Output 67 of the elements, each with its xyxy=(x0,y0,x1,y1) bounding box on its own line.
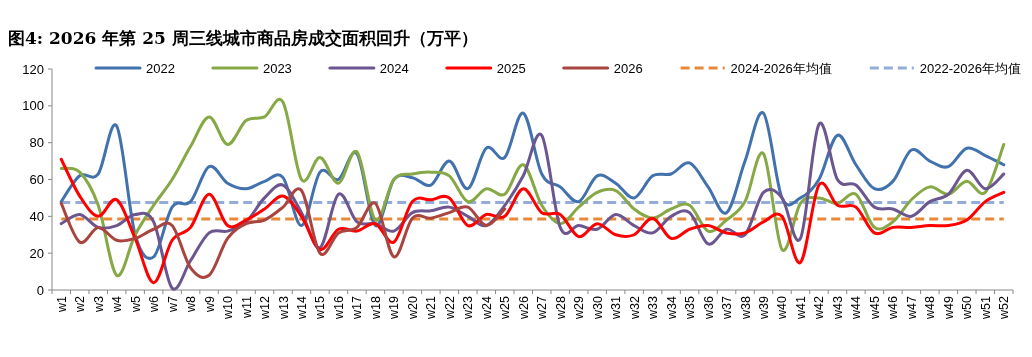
x-tick-label: w5 xyxy=(128,295,143,313)
x-tick-label: w13 xyxy=(276,295,291,320)
x-tick-label: w46 xyxy=(886,295,901,320)
x-tick-label: w34 xyxy=(664,295,679,320)
x-tick-label: w16 xyxy=(331,295,346,320)
x-tick-label: w47 xyxy=(904,295,919,320)
x-tick-label: w45 xyxy=(867,295,882,320)
legend-label: 2024 xyxy=(379,60,409,76)
x-tick-label: w14 xyxy=(294,295,309,320)
legend-label: 2024-2026年均值 xyxy=(730,60,832,76)
x-tick-label: w23 xyxy=(461,295,476,320)
y-tick-label: 40 xyxy=(29,208,44,224)
x-tick-label: w51 xyxy=(978,295,993,320)
x-tick-label: w49 xyxy=(941,295,956,320)
x-tick-label: w43 xyxy=(830,295,845,320)
x-tick-label: w31 xyxy=(609,295,624,320)
y-tick-label: 0 xyxy=(36,282,44,298)
x-tick-label: w10 xyxy=(221,295,236,320)
x-tick-label: w33 xyxy=(646,295,661,320)
x-tick-label: w6 xyxy=(147,295,162,313)
x-tick-label: w38 xyxy=(738,295,753,320)
x-tick-label: w44 xyxy=(849,295,864,320)
title: 图4: 2026 年第 25 周三线城市商品房成交面积回升（万平） xyxy=(8,28,478,48)
y-tick-label: 20 xyxy=(29,245,44,261)
x-tick-label: w36 xyxy=(701,295,716,320)
x-tick-label: w25 xyxy=(498,295,513,320)
x-tick-label: w52 xyxy=(997,295,1012,320)
x-tick-label: w9 xyxy=(202,295,217,313)
x-tick-label: w24 xyxy=(479,295,494,320)
x-tick-label: w12 xyxy=(258,295,273,320)
y-tick-label: 60 xyxy=(29,172,44,187)
x-tick-label: w30 xyxy=(590,295,605,320)
x-tick-label: w37 xyxy=(720,295,735,320)
legend-label: 2023 xyxy=(262,60,292,76)
y-tick-label: 120 xyxy=(22,61,44,77)
x-tick-label: w19 xyxy=(387,295,402,320)
x-tick-label: w42 xyxy=(812,295,827,320)
x-tick-label: w3 xyxy=(91,295,106,313)
x-tick-label: w40 xyxy=(775,295,790,320)
x-tick-label: w17 xyxy=(350,295,365,320)
y-tick-label: 100 xyxy=(22,98,44,114)
x-tick-label: w39 xyxy=(757,295,772,320)
x-tick-label: w15 xyxy=(313,295,328,320)
x-tick-label: w18 xyxy=(368,295,383,320)
x-tick-label: w20 xyxy=(405,295,420,320)
x-tick-label: w4 xyxy=(110,295,125,313)
legend-label: 2022 xyxy=(146,60,175,76)
x-tick-label: w1 xyxy=(54,295,69,313)
x-tick-label: w21 xyxy=(424,295,439,320)
x-tick-label: w22 xyxy=(442,295,457,320)
x-tick-label: w2 xyxy=(73,295,88,313)
x-tick-label: w11 xyxy=(239,295,254,320)
x-tick-label: w41 xyxy=(793,295,808,320)
x-tick-label: w26 xyxy=(516,295,531,320)
x-tick-label: w35 xyxy=(683,295,698,320)
x-tick-label: w50 xyxy=(960,295,975,320)
x-tick-label: w27 xyxy=(535,295,550,320)
x-tick-label: w8 xyxy=(184,295,199,313)
x-tick-label: w48 xyxy=(923,295,938,320)
legend-label: 2025 xyxy=(496,60,526,76)
x-tick-label: w29 xyxy=(572,295,587,320)
x-tick-label: w28 xyxy=(553,295,568,320)
legend-label: 2026 xyxy=(613,60,643,76)
y-tick-label: 80 xyxy=(29,135,44,151)
x-tick-label: w7 xyxy=(165,295,180,313)
x-tick-label: w32 xyxy=(627,295,642,320)
legend-label: 2022-2026年均值 xyxy=(919,60,1021,76)
